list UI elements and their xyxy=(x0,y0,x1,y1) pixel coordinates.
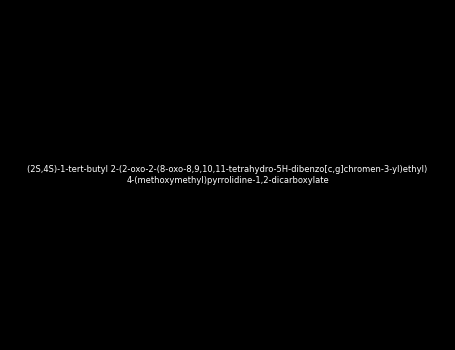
Text: (2S,4S)-1-tert-butyl 2-(2-oxo-2-(8-oxo-8,9,10,11-tetrahydro-5H-dibenzo[c,g]chrom: (2S,4S)-1-tert-butyl 2-(2-oxo-2-(8-oxo-8… xyxy=(27,165,428,185)
